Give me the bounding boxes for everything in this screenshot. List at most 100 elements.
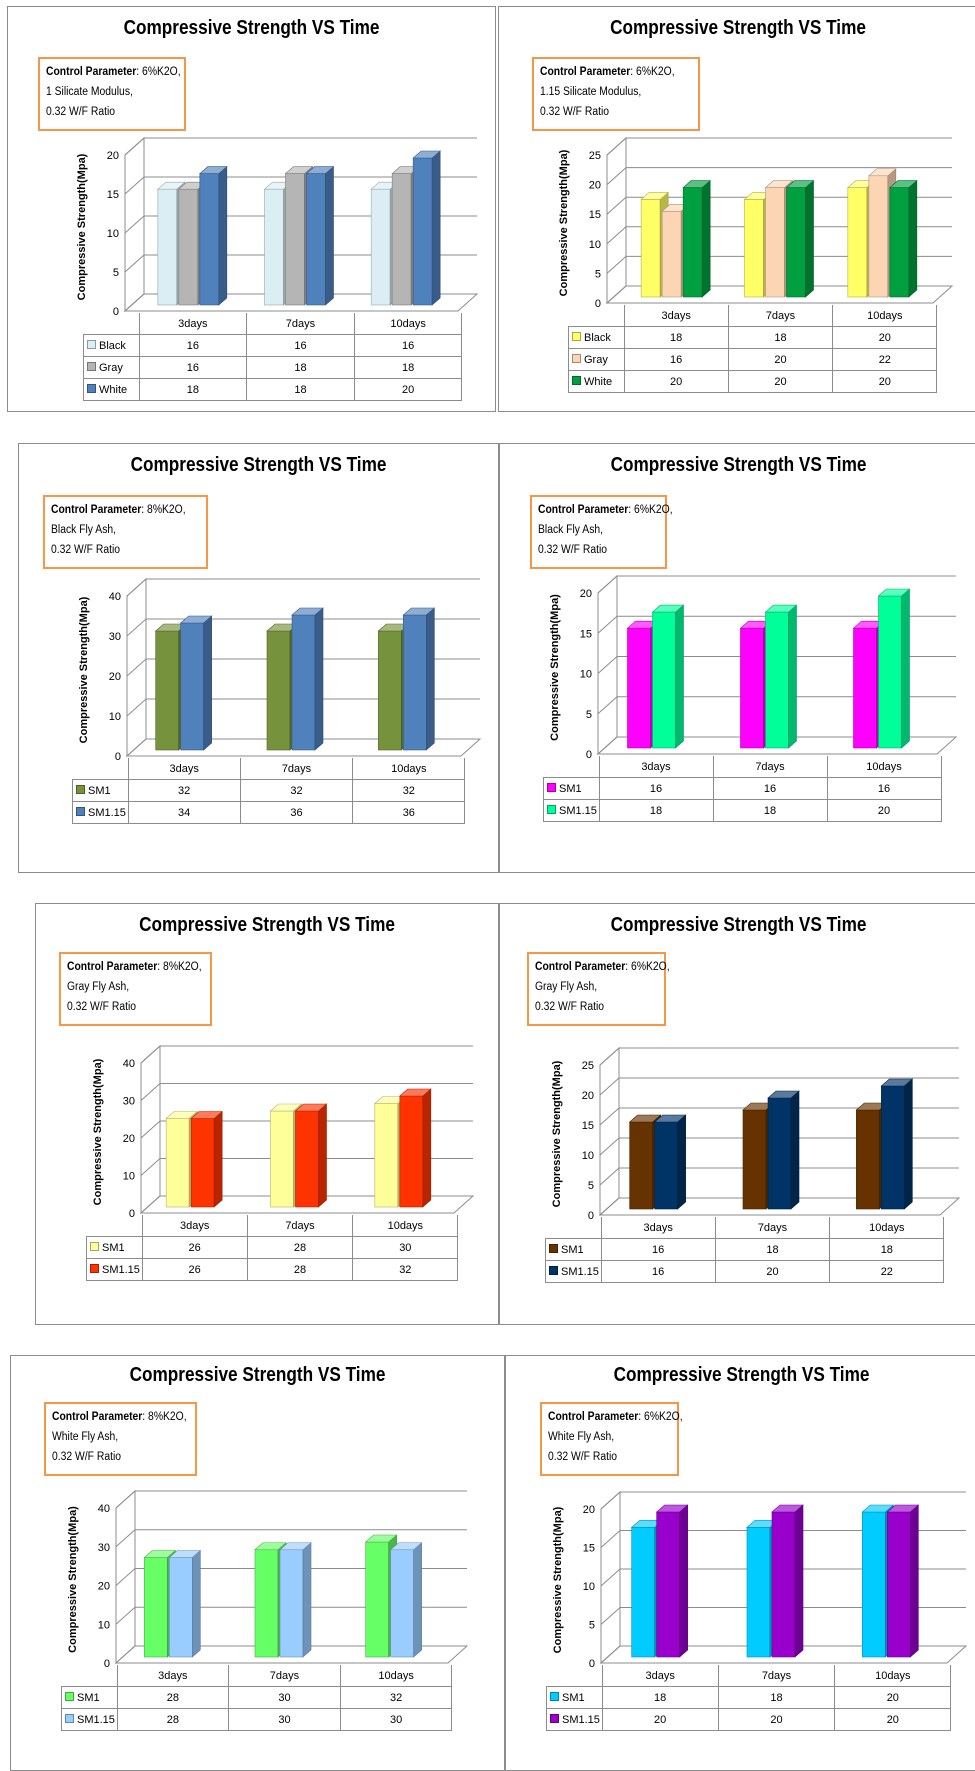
x-category-label: 7days — [246, 1215, 354, 1237]
bar-chart: 0 5 10 15 20 Compressive Strength(Mpa) — [552, 1490, 968, 1670]
legend-label: SM1 — [562, 1691, 585, 1704]
y-tick-label: 10 — [98, 1619, 110, 1631]
y-tick-label: 10 — [589, 239, 601, 251]
legend-entry: White — [568, 370, 625, 393]
data-label: 32 — [239, 779, 354, 802]
data-label: 16 — [138, 356, 248, 379]
legend-swatch-icon — [549, 1265, 558, 1275]
y-tick-label: 0 — [595, 298, 601, 310]
gridline — [597, 656, 956, 674]
data-label: 36 — [239, 801, 354, 824]
legend-entry: SM1 — [543, 777, 600, 800]
y-tick-label: 5 — [113, 267, 119, 279]
control-parameter-label: Control Parameter — [52, 1411, 143, 1423]
bar-chart: 0 5 10 15 20 25 Compressive Strength(Mpa) — [551, 1046, 961, 1222]
legend-swatch-icon — [572, 353, 581, 363]
bars — [628, 1078, 914, 1210]
x-category-label: 3days — [600, 1217, 716, 1239]
data-label: 16 — [246, 334, 355, 357]
y-tick-label: 10 — [107, 228, 119, 240]
data-label: 22 — [829, 1260, 945, 1283]
x-category-label: 3days — [116, 1665, 230, 1687]
y-axis-label: Compressive Strength(Mpa) — [76, 153, 88, 300]
bar-chart: 0 10 20 30 40 Compressive Strength(Mpa) — [67, 1489, 469, 1670]
chart-title: Compressive Strength VS Time — [610, 454, 867, 476]
data-label: 18 — [829, 1238, 945, 1261]
x-category-label: 7days — [246, 313, 355, 335]
legend-label: SM1 — [559, 782, 582, 795]
x-category-label: 10days — [352, 1215, 459, 1237]
control-parameter-box: Control Parameter: 6%K2O, Black Fly Ash, 0… — [530, 495, 673, 569]
legend-entry: SM1 — [546, 1686, 603, 1709]
side-wall — [606, 136, 627, 305]
table-row: SM1.15 28 30 30 — [61, 1708, 453, 1731]
y-tick-label: 0 — [115, 751, 121, 763]
chart-panel: Compressive Strength VS Time Control Para… — [35, 903, 499, 1325]
legend-label: SM1 — [102, 1241, 125, 1254]
bar — [767, 1090, 800, 1210]
data-label: 28 — [246, 1236, 354, 1259]
bar — [190, 1110, 223, 1208]
chart-title: Compressive Strength VS Time — [129, 1364, 386, 1386]
control-parameter-k2o: : 6%K2O, — [630, 66, 675, 78]
gridline — [599, 1077, 959, 1096]
x-category-label: 10days — [352, 758, 466, 780]
y-tick-label: 0 — [589, 1658, 595, 1670]
table-row: SM1.15 20 20 20 — [546, 1708, 952, 1731]
data-label: 18 — [598, 799, 714, 822]
data-label: 20 — [727, 370, 834, 393]
table-row: SM1 26 28 30 — [86, 1236, 459, 1259]
y-tick-label: 20 — [589, 180, 601, 192]
y-tick-label: 5 — [586, 709, 592, 721]
y-tick-label: 20 — [123, 1133, 135, 1145]
table-corner — [62, 1665, 118, 1687]
data-label: 16 — [598, 777, 714, 800]
bar — [294, 1103, 328, 1208]
table-row: SM1 32 32 32 — [72, 779, 466, 802]
data-label: 36 — [352, 801, 466, 824]
legend-swatch-icon — [87, 383, 96, 393]
x-category-label: 7days — [714, 1217, 831, 1239]
gridline — [597, 736, 956, 755]
bar — [305, 165, 335, 306]
data-label: 20 — [834, 1686, 952, 1709]
bar — [651, 604, 685, 749]
chart-panel: Compressive Strength VS Time Control Para… — [499, 443, 975, 873]
table-header-row: 3days 7days 10days — [84, 313, 463, 335]
control-parameter-label: Control Parameter — [51, 504, 142, 516]
x-category-label: 3days — [141, 1215, 248, 1237]
control-parameter-line: 0.32 W/F Ratio — [548, 1451, 618, 1463]
control-parameter-k2o: : 6%K2O, — [628, 504, 673, 516]
bars — [154, 607, 436, 751]
legend-swatch-icon — [76, 784, 85, 794]
legend-label: SM1.15 — [559, 804, 597, 817]
y-tick-label: 10 — [123, 1171, 135, 1183]
bars — [165, 1088, 432, 1208]
y-tick-label: 0 — [586, 749, 592, 761]
y-tick-label: 15 — [107, 189, 119, 201]
y-tick-label: 15 — [589, 209, 601, 221]
control-parameter-label: Control Parameter — [540, 66, 631, 78]
gridline — [600, 1491, 966, 1510]
control-parameter-k2o: : 6%K2O, — [638, 1411, 683, 1423]
gridline — [606, 196, 952, 215]
x-category-label: 7days — [239, 758, 354, 780]
y-axis-label: Compressive Strength(Mpa) — [78, 596, 90, 743]
gridline — [124, 293, 477, 312]
gridline — [597, 696, 956, 715]
table-corner — [546, 1217, 602, 1239]
gridline — [140, 1045, 473, 1064]
control-parameter-line: 1 Silicate Modulus, — [46, 86, 133, 98]
table-row: SM1.15 34 36 36 — [72, 801, 466, 824]
gridline — [124, 254, 477, 273]
legend-label: SM1 — [88, 784, 111, 797]
y-tick-label: 0 — [113, 306, 119, 318]
control-parameter-label: Control Parameter — [548, 1411, 639, 1423]
gridline — [599, 1107, 959, 1126]
data-label: 20 — [717, 1708, 836, 1731]
data-label: 18 — [246, 356, 355, 379]
data-label: 30 — [228, 1708, 341, 1731]
gridline — [600, 1568, 966, 1587]
table-header-row: 3days 7days 10days — [547, 1665, 952, 1687]
y-tick-label: 0 — [104, 1658, 110, 1670]
